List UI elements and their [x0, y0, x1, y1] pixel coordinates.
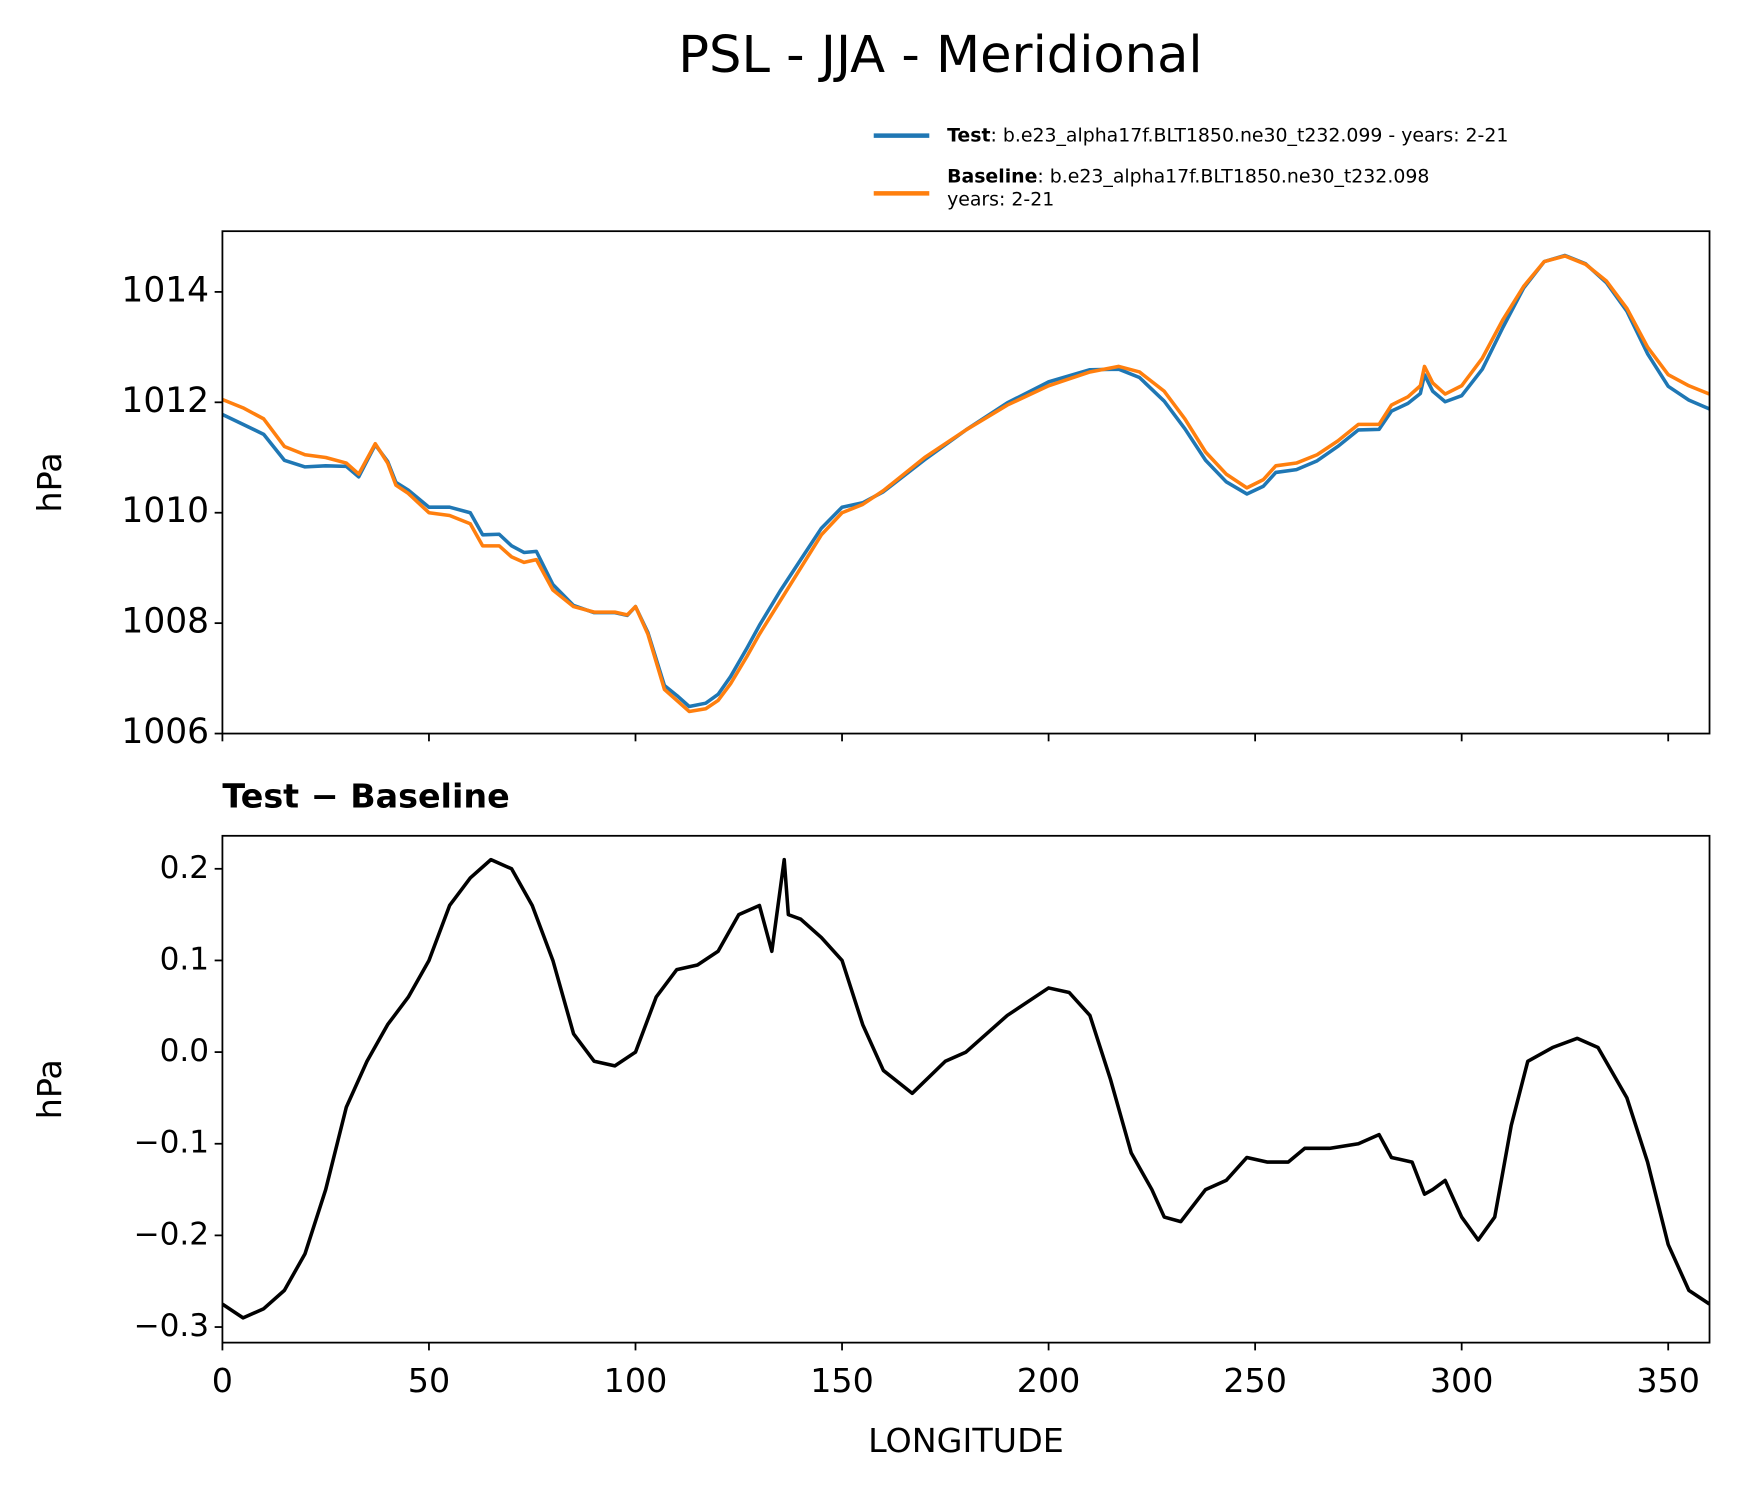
x-axis-label: LONGITUDE [868, 1421, 1064, 1460]
x-tick-label: 200 [1017, 1361, 1081, 1400]
x-tick-label: 150 [810, 1361, 874, 1400]
y-tick-label: −0.2 [134, 1216, 210, 1252]
x-tick-label: 0 [212, 1361, 233, 1400]
x-tick-label: 250 [1223, 1361, 1287, 1400]
y-tick-label: −0.1 [134, 1125, 210, 1161]
series-line [222, 857, 1710, 1320]
legend-label: Test: b.e23_alpha17f.BLT1850.ne30_t232.0… [947, 124, 1508, 146]
y-tick-label: 0.1 [160, 941, 209, 977]
y-tick-label: 1012 [121, 381, 209, 421]
legend-name: Baseline [947, 165, 1037, 187]
series-line [222, 254, 1710, 714]
figure-title: PSL - JJA - Meridional [678, 26, 1202, 85]
legend-text: : b.e23_alpha17f.BLT1850.ne30_t232.099 -… [991, 124, 1509, 146]
y-axis-label: hPa [30, 452, 69, 512]
legend-name: Test [947, 124, 990, 146]
y-tick-label: 1014 [121, 270, 209, 310]
x-tick-label: 50 [408, 1361, 450, 1400]
x-tick-label: 300 [1430, 1361, 1494, 1400]
legend-label-line: years: 2-21 [947, 189, 1054, 211]
y-tick-label: 0.0 [160, 1033, 209, 1069]
y-tick-label: −0.3 [134, 1308, 210, 1344]
y-tick-label: 1008 [121, 602, 209, 642]
axes-frame [221, 834, 1711, 1344]
x-tick-label: 100 [604, 1361, 668, 1400]
axes-frame [221, 230, 1711, 735]
y-tick-label: 1010 [121, 491, 209, 531]
y-tick-label: 0.2 [160, 850, 209, 886]
y-tick-label: 1006 [121, 712, 209, 752]
panel-title: Test − Baseline [222, 777, 509, 816]
series-line [222, 253, 1710, 709]
y-axis-label: hPa [30, 1059, 69, 1119]
x-tick-label: 350 [1636, 1361, 1700, 1400]
legend-text: : b.e23_alpha17f.BLT1850.ne30_t232.098 [1037, 165, 1429, 187]
legend-label: Baseline: b.e23_alpha17f.BLT1850.ne30_t2… [947, 165, 1429, 187]
